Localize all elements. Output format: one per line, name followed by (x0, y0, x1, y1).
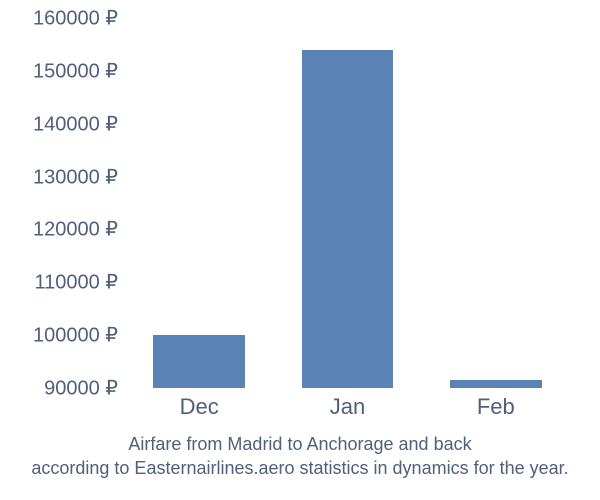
y-axis-labels: 90000 ₽100000 ₽110000 ₽120000 ₽130000 ₽1… (0, 18, 118, 388)
bar (302, 50, 394, 388)
y-tick-label: 90000 ₽ (44, 376, 118, 401)
caption-line-1: Airfare from Madrid to Anchorage and bac… (0, 432, 600, 456)
x-tick-label: Dec (180, 394, 219, 420)
y-tick-label: 130000 ₽ (33, 164, 118, 189)
y-tick-label: 100000 ₽ (33, 323, 118, 348)
y-tick-label: 160000 ₽ (33, 6, 118, 31)
airfare-chart: 90000 ₽ 100000 ₽ 110000 ₽ 120000 ₽ 130000 ₽ 1… (0, 0, 600, 500)
y-tick-label: 120000 ₽ (33, 217, 118, 242)
y-tick-label: 150000 ₽ (33, 58, 118, 83)
caption-line-2: according to Easternairlines.aero statis… (0, 456, 600, 480)
x-axis-labels: Dec Jan Feb (125, 394, 570, 424)
x-tick-label: Feb (477, 394, 515, 420)
plot-area (125, 18, 570, 388)
chart-caption: Airfare from Madrid to Anchorage and bac… (0, 432, 600, 481)
bar (450, 380, 542, 388)
bar (153, 335, 245, 388)
y-tick-label: 140000 ₽ (33, 111, 118, 136)
bars-container (125, 18, 570, 388)
y-tick-label: 110000 ₽ (34, 270, 118, 295)
x-tick-label: Jan (330, 394, 365, 420)
